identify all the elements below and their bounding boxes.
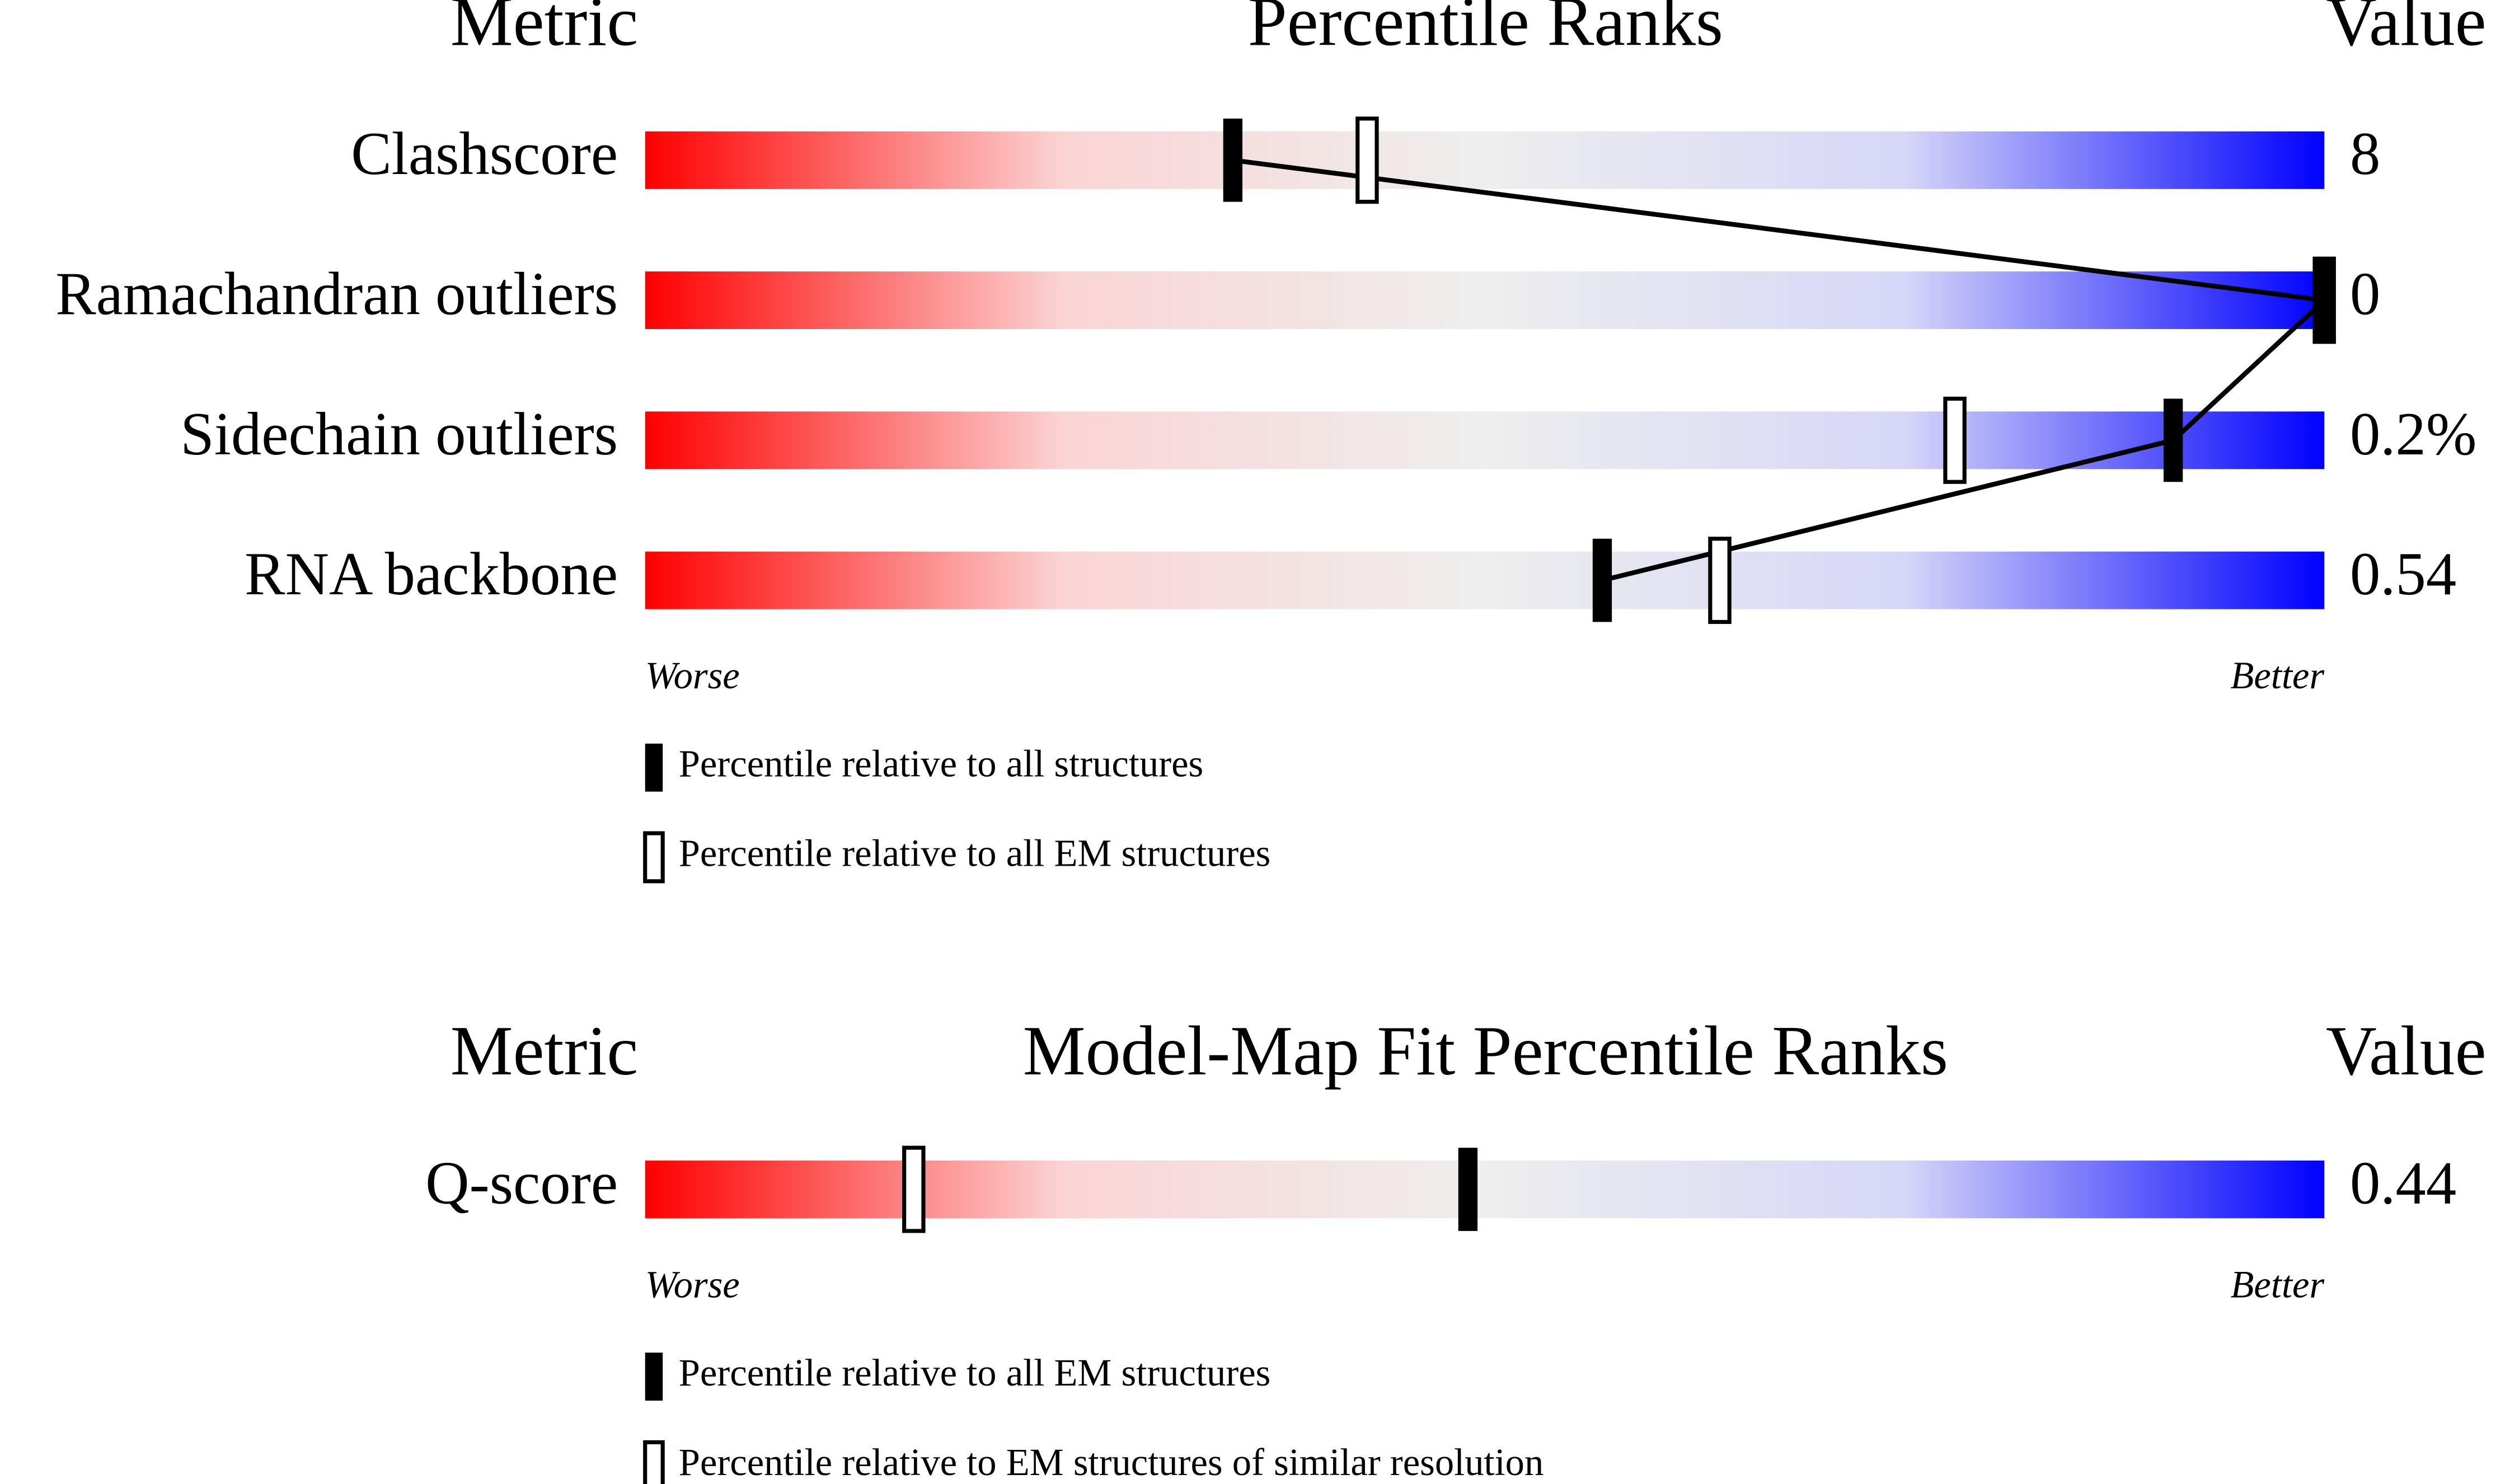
value-header: Value bbox=[2326, 0, 2486, 61]
legend-swatch bbox=[643, 1440, 665, 1484]
metric-label: Sidechain outliers bbox=[180, 400, 618, 468]
metric-value: 0.2% bbox=[2350, 400, 2476, 468]
marker-open bbox=[1943, 396, 1967, 484]
marker-filled bbox=[1592, 538, 1612, 622]
slider-bar bbox=[645, 131, 2325, 189]
slider-bar bbox=[645, 271, 2325, 330]
better-label: Better bbox=[2231, 1264, 2325, 1306]
worse-label: Worse bbox=[645, 654, 740, 697]
marker-open bbox=[1355, 116, 1379, 204]
metric-value: 0 bbox=[2350, 260, 2380, 327]
legend-swatch bbox=[645, 1352, 663, 1401]
metric-label: RNA backbone bbox=[245, 540, 618, 608]
chart-title: Model-Map Fit Percentile Ranks bbox=[1023, 1012, 1948, 1090]
chart-title: Percentile Ranks bbox=[1248, 0, 1723, 61]
legend-swatch bbox=[643, 831, 665, 884]
worse-label: Worse bbox=[645, 1264, 740, 1306]
legend-label: Percentile relative to all EM structures bbox=[679, 832, 1271, 875]
metric-label: Clashscore bbox=[351, 120, 618, 187]
connector-line bbox=[1232, 158, 2330, 583]
metric-header: Metric bbox=[451, 1012, 638, 1090]
metric-label: Ramachandran outliers bbox=[55, 260, 618, 327]
metric-label: Q-score bbox=[425, 1149, 618, 1217]
legend-label: Percentile relative to all structures bbox=[679, 743, 1204, 785]
marker-open bbox=[902, 1145, 926, 1233]
marker-filled bbox=[1458, 1148, 1478, 1231]
metric-value: 0.54 bbox=[2350, 540, 2456, 608]
legend-label: Percentile relative to EM structures of … bbox=[679, 1441, 1544, 1483]
value-header: Value bbox=[2326, 1012, 2486, 1090]
marker-filled bbox=[2315, 259, 2334, 342]
legend-swatch bbox=[645, 743, 663, 792]
metric-value: 0.44 bbox=[2350, 1149, 2456, 1217]
metric-value: 8 bbox=[2350, 120, 2380, 187]
better-label: Better bbox=[2231, 654, 2325, 697]
marker-open bbox=[1708, 537, 1732, 624]
metric-header: Metric bbox=[451, 0, 638, 61]
legend-label: Percentile relative to all EM structures bbox=[679, 1351, 1271, 1394]
marker-filled bbox=[1223, 118, 1243, 202]
slider-bar bbox=[645, 1160, 2325, 1218]
slider-bar bbox=[645, 551, 2325, 609]
marker-filled bbox=[2163, 398, 2183, 482]
slider-bar bbox=[645, 411, 2325, 469]
